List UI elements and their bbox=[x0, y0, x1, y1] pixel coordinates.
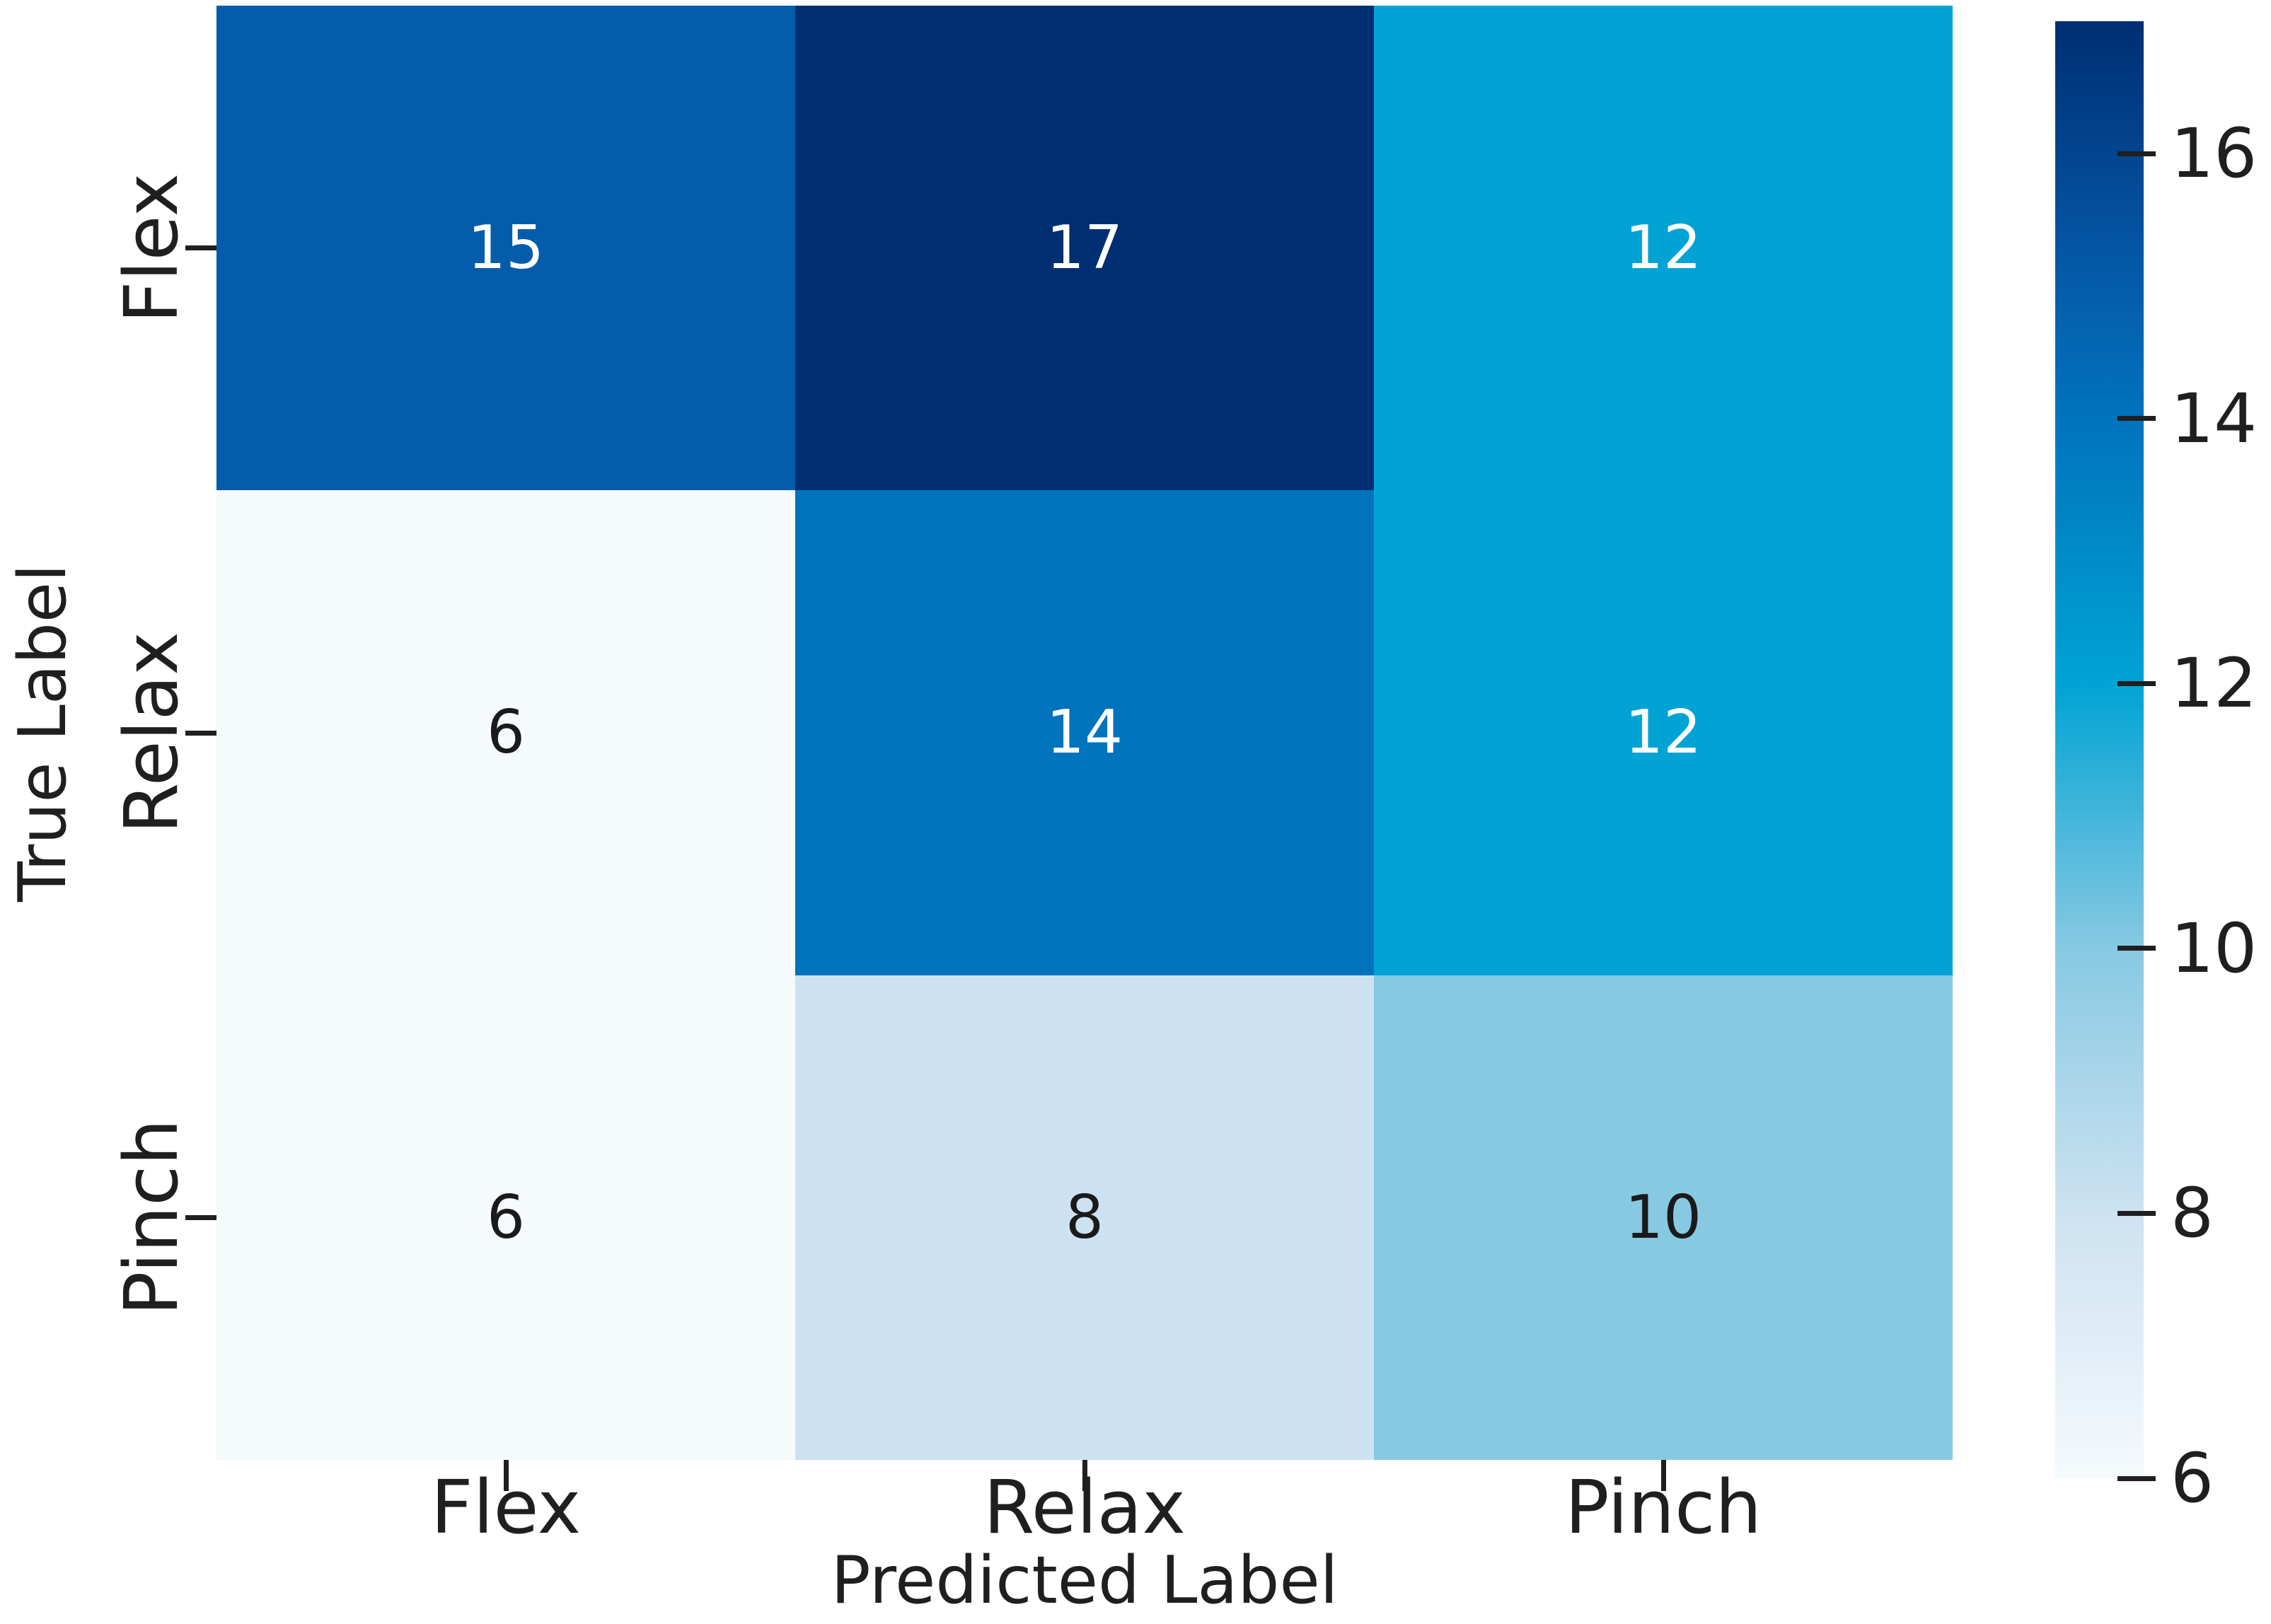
cell-value: 12 bbox=[1624, 697, 1702, 768]
colorbar-tick-label-14: 14 bbox=[2171, 378, 2258, 458]
x-tick-Pinch bbox=[1660, 1460, 1666, 1491]
colorbar-tick-6 bbox=[2117, 1475, 2156, 1481]
heatmap-cell-Flex-Flex: 15 bbox=[216, 6, 795, 491]
heatmap-grid: 15 17 12 6 14 12 6 8 10 bbox=[216, 6, 1953, 1460]
cell-value: 15 bbox=[467, 213, 545, 284]
x-axis-title: Predicted Label bbox=[831, 1542, 1339, 1618]
colorbar-tick-10 bbox=[2117, 946, 2156, 951]
heatmap-cell-Pinch-Pinch: 10 bbox=[1374, 975, 1953, 1460]
colorbar-tick-label-16: 16 bbox=[2171, 114, 2258, 194]
y-tick-Flex bbox=[185, 245, 216, 251]
cell-value: 12 bbox=[1624, 213, 1702, 284]
x-tick-label-Relax: Relax bbox=[983, 1464, 1186, 1550]
colorbar-tick-label-12: 12 bbox=[2171, 644, 2258, 724]
cell-value: 8 bbox=[1065, 1182, 1104, 1253]
colorbar-tick-12 bbox=[2117, 680, 2156, 686]
x-tick-Flex bbox=[503, 1460, 509, 1491]
heatmap-cell-Pinch-Relax: 8 bbox=[795, 975, 1374, 1460]
x-tick-label-Pinch: Pinch bbox=[1564, 1464, 1762, 1550]
y-tick-label-Flex: Flex bbox=[108, 173, 195, 323]
cell-value: 17 bbox=[1046, 213, 1123, 284]
cell-value: 6 bbox=[486, 1182, 526, 1253]
heatmap-cell-Relax-Relax: 14 bbox=[795, 490, 1374, 975]
colorbar-tick-8 bbox=[2117, 1210, 2156, 1216]
x-tick-Relax bbox=[1082, 1460, 1087, 1491]
y-tick-label-Pinch: Pinch bbox=[108, 1119, 195, 1316]
cell-value: 10 bbox=[1624, 1182, 1702, 1253]
cell-value: 14 bbox=[1046, 697, 1123, 768]
colorbar bbox=[2055, 21, 2144, 1478]
y-tick-Pinch bbox=[185, 1214, 216, 1220]
heatmap-cell-Relax-Flex: 6 bbox=[216, 490, 795, 975]
heatmap-cell-Flex-Pinch: 12 bbox=[1374, 6, 1953, 491]
colorbar-tick-16 bbox=[2117, 151, 2156, 156]
y-axis-title: True Label bbox=[4, 564, 81, 902]
y-tick-Relax bbox=[185, 730, 216, 736]
y-tick-label-Relax: Relax bbox=[108, 632, 195, 834]
heatmap-cell-Pinch-Flex: 6 bbox=[216, 975, 795, 1460]
heatmap-cell-Relax-Pinch: 12 bbox=[1374, 490, 1953, 975]
colorbar-tick-label-10: 10 bbox=[2171, 908, 2258, 988]
colorbar-tick-14 bbox=[2117, 416, 2156, 422]
cell-value: 6 bbox=[486, 697, 526, 768]
colorbar-tick-label-6: 6 bbox=[2171, 1439, 2214, 1518]
colorbar-tick-label-8: 8 bbox=[2171, 1173, 2214, 1253]
heatmap-cell-Flex-Relax: 17 bbox=[795, 6, 1374, 491]
x-tick-label-Flex: Flex bbox=[430, 1464, 582, 1550]
